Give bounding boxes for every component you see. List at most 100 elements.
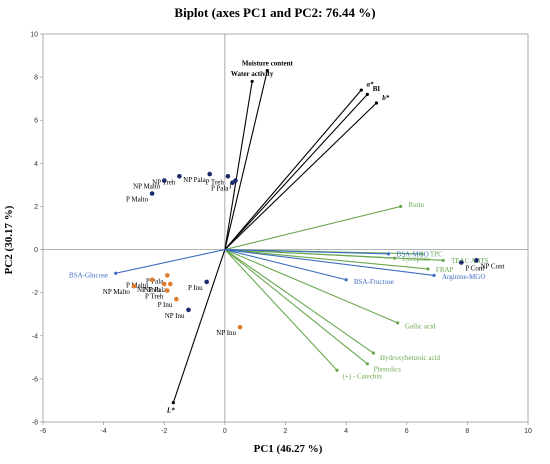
x-axis-label: PC1 (46.27 %) — [254, 443, 323, 455]
score-point — [177, 173, 182, 179]
vector-label: BSA-Fructose — [354, 278, 394, 286]
vector-endpoint — [426, 267, 430, 271]
y-tick-label: 4 — [34, 161, 38, 168]
vector-endpoint — [371, 351, 376, 355]
vector-label: a* — [366, 80, 374, 88]
vector-endpoint — [365, 92, 369, 96]
score-point — [474, 258, 479, 263]
vector-line — [224, 249, 338, 371]
x-tick-label: 4 — [344, 428, 348, 435]
vector-label: TEAC ABTS — [451, 257, 489, 265]
vector-line — [224, 81, 253, 250]
y-tick-label: -2 — [32, 290, 38, 297]
vector-line — [224, 205, 401, 251]
score-point — [161, 178, 167, 183]
point-label: NP Treh — [137, 286, 161, 294]
y-tick-label: 8 — [34, 75, 38, 82]
score-point — [459, 260, 464, 265]
plot-frame — [42, 33, 529, 423]
vector-label: (+) - Catechin — [342, 373, 382, 381]
vector-line — [224, 249, 398, 324]
vector-endpoint — [365, 362, 369, 366]
vector-label: FRAP — [436, 266, 454, 274]
vector-label: Gallic acid — [405, 322, 436, 330]
x-tick-label: 10 — [524, 428, 532, 435]
point-label: P Pala — [146, 277, 164, 285]
vector-endpoint — [396, 321, 400, 325]
vector-line — [224, 249, 444, 261]
x-tick-label: -2 — [161, 428, 167, 435]
x-tick-label: 0 — [223, 428, 227, 435]
score-point — [237, 324, 243, 330]
point-label: NP Cont — [480, 262, 504, 270]
y-axis-label: PC2 (30.17 %) — [3, 205, 15, 274]
vector-label: b* — [382, 94, 390, 102]
vector-line — [224, 249, 389, 255]
y-tick-label: -6 — [32, 376, 38, 383]
vector-endpoint — [344, 278, 348, 282]
score-point — [207, 171, 213, 177]
vector-endpoint — [441, 258, 445, 262]
y-tick-label: 10 — [30, 32, 38, 39]
point-label: P Malto — [126, 282, 149, 290]
score-point — [164, 288, 170, 293]
point-label: P Malto — [126, 196, 149, 204]
point-label: P Inu — [158, 301, 173, 309]
y-tick-label: 6 — [34, 118, 38, 125]
axes — [42, 33, 529, 423]
vector-line — [224, 70, 268, 250]
vector-label: Water activity — [231, 70, 274, 78]
vector-line — [224, 249, 368, 365]
vector-endpoint — [374, 101, 379, 105]
chart-title: Biplot (axes PC1 and PC2: 76.44 %) — [174, 5, 375, 20]
vector-endpoint — [359, 88, 363, 92]
vector-label: Rutin — [408, 201, 424, 209]
y-tick-label: -8 — [32, 420, 38, 427]
vector-label: Moisture content — [242, 59, 294, 67]
vector-label: BSA-MGO — [397, 251, 429, 259]
point-label: NP Pala — [183, 176, 206, 184]
vector-label: BI — [373, 85, 381, 93]
vector-endpoint — [114, 271, 118, 275]
x-tick-label: 6 — [405, 428, 409, 435]
vector-line — [224, 93, 368, 250]
point-label: P Treh — [145, 293, 164, 301]
point-label: I — [228, 183, 232, 191]
point-label: NP Inu — [216, 329, 236, 337]
score-point — [168, 281, 173, 287]
vector-line — [224, 249, 435, 276]
vector-label: BSA-Glucose — [69, 271, 108, 279]
vector-label: L* — [166, 407, 175, 415]
vector-line — [172, 249, 226, 403]
vector-line — [224, 89, 362, 250]
y-tick-label: -4 — [32, 333, 38, 340]
score-point — [174, 296, 179, 302]
point-label: P Pala — [211, 185, 229, 193]
vector-endpoint — [335, 368, 339, 372]
score-point — [230, 180, 235, 186]
vector-endpoint — [171, 401, 175, 405]
vector-endpoint — [432, 273, 436, 278]
loading-vectors: Water activity Moisture content a*BIb* L* Ru… — [69, 59, 489, 414]
score-point — [225, 173, 231, 179]
vector-line — [224, 249, 429, 270]
vector-label: Arginine-MGO — [442, 273, 485, 281]
x-tick-label: 2 — [284, 428, 288, 435]
score-point — [149, 277, 155, 283]
point-label: NP Malto — [133, 183, 161, 191]
vector-endpoint — [250, 79, 254, 84]
vector-endpoint — [265, 69, 269, 73]
point-label: P Cont — [465, 264, 484, 272]
score-point — [204, 279, 209, 285]
score-point — [164, 273, 170, 278]
score-point — [149, 191, 155, 196]
y-tick-label: 2 — [34, 204, 38, 211]
vector-label: Hydroxybenzoic acid — [380, 354, 441, 362]
y-tick-label: 0 — [34, 247, 38, 254]
score-point — [186, 307, 191, 313]
x-tick-label: -6 — [40, 428, 46, 435]
vector-endpoint — [399, 204, 403, 209]
